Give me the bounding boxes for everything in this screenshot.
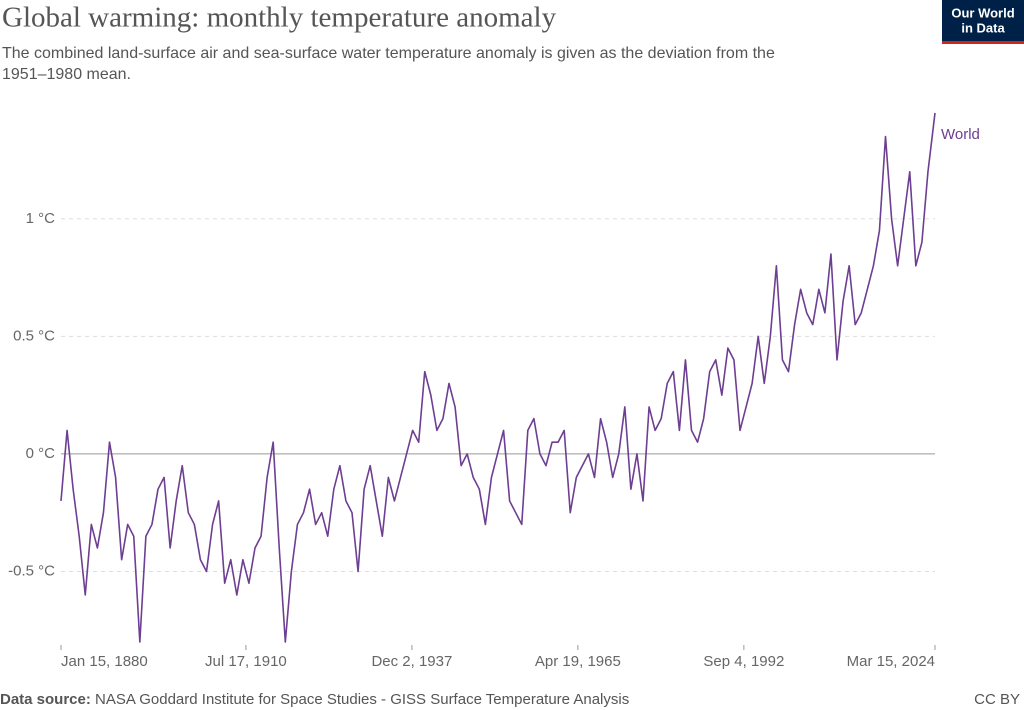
source-text: NASA Goddard Institute for Space Studies… xyxy=(95,691,629,708)
x-tick-label: Sep 4, 1992 xyxy=(703,653,784,670)
source: Data source: NASA Goddard Institute for … xyxy=(0,691,629,708)
source-label: Data source: xyxy=(0,691,91,708)
line xyxy=(60,112,936,643)
logo-text: Our World xyxy=(951,5,1014,20)
chart-title: Global warming: monthly temperature anom… xyxy=(2,2,557,34)
subtitle: The combined land-surface air and sea-su… xyxy=(2,45,775,62)
logo[interactable]: Our World in Data xyxy=(942,0,1024,44)
y-tick-label: 0.5 °C xyxy=(13,327,55,344)
x-tick-label: Apr 19, 1965 xyxy=(535,653,621,670)
subtitle: 1951–1980 mean. xyxy=(2,66,131,83)
x-tick-label: Mar 15, 2024 xyxy=(847,653,935,670)
series-label: World xyxy=(941,126,980,143)
x-tick-label: Jan 15, 1880 xyxy=(61,653,148,670)
license[interactable]: CC BY xyxy=(974,691,1020,708)
logo-text: in Data xyxy=(961,20,1005,35)
x-tick-label: Dec 2, 1937 xyxy=(371,653,452,670)
y-tick-label: -0.5 °C xyxy=(8,562,55,579)
logo-bar xyxy=(942,41,1024,44)
y-tick-label: 1 °C xyxy=(26,210,56,227)
logo-box xyxy=(942,0,1024,44)
x-tick-label: Jul 17, 1910 xyxy=(205,653,287,670)
y-tick-label: 0 °C xyxy=(26,445,56,462)
